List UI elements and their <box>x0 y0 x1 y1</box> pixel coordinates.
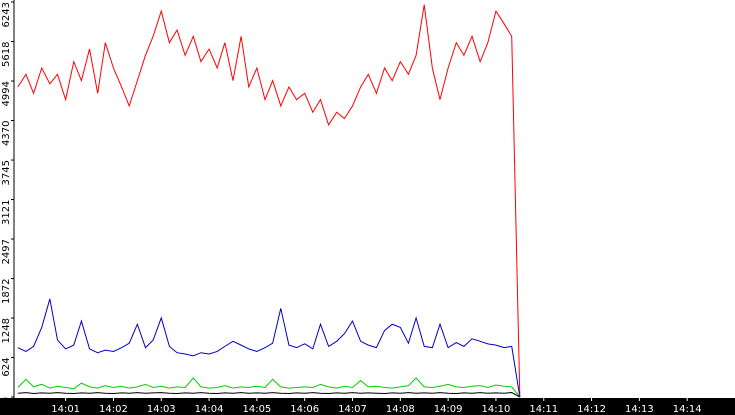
y-tick-label: 624 <box>1 358 12 377</box>
y-tick-label: 2497 <box>1 239 12 264</box>
x-tick-label: 14:04 <box>195 404 224 415</box>
x-tick-label: 14:02 <box>99 404 128 415</box>
x-tick-label: 14:13 <box>625 404 654 415</box>
x-tick-label: 14:01 <box>51 404 80 415</box>
y-tick-label: 6243 <box>1 2 12 27</box>
x-tick-label: 14:06 <box>290 404 319 415</box>
x-tick-label: 14:07 <box>338 404 367 415</box>
series-line <box>17 377 521 398</box>
y-tick-label: 5618 <box>1 42 12 67</box>
y-tick-label: 1248 <box>1 318 12 343</box>
x-tick-label: 14:03 <box>147 404 176 415</box>
y-tick-label: 1872 <box>1 279 12 304</box>
x-tick-label: 14:14 <box>673 404 702 415</box>
x-tick-label: 14:12 <box>577 404 606 415</box>
y-tick-label: 4994 <box>1 81 12 106</box>
y-tick-label: 3121 <box>1 200 12 225</box>
y-tick-label: 4370 <box>1 121 12 146</box>
x-tick-label: 14:10 <box>482 404 511 415</box>
x-tick-label: 14:05 <box>242 404 271 415</box>
y-tick-label: 3745 <box>1 160 12 185</box>
x-tick-label: 14:11 <box>529 404 558 415</box>
series-line <box>17 4 521 398</box>
series-line <box>17 298 521 398</box>
x-tick-label: 14:08 <box>386 404 415 415</box>
x-axis-bar <box>0 398 735 415</box>
series-line <box>17 392 521 398</box>
y-tick-label: 0 <box>1 397 12 403</box>
x-tick-label: 14:09 <box>434 404 463 415</box>
